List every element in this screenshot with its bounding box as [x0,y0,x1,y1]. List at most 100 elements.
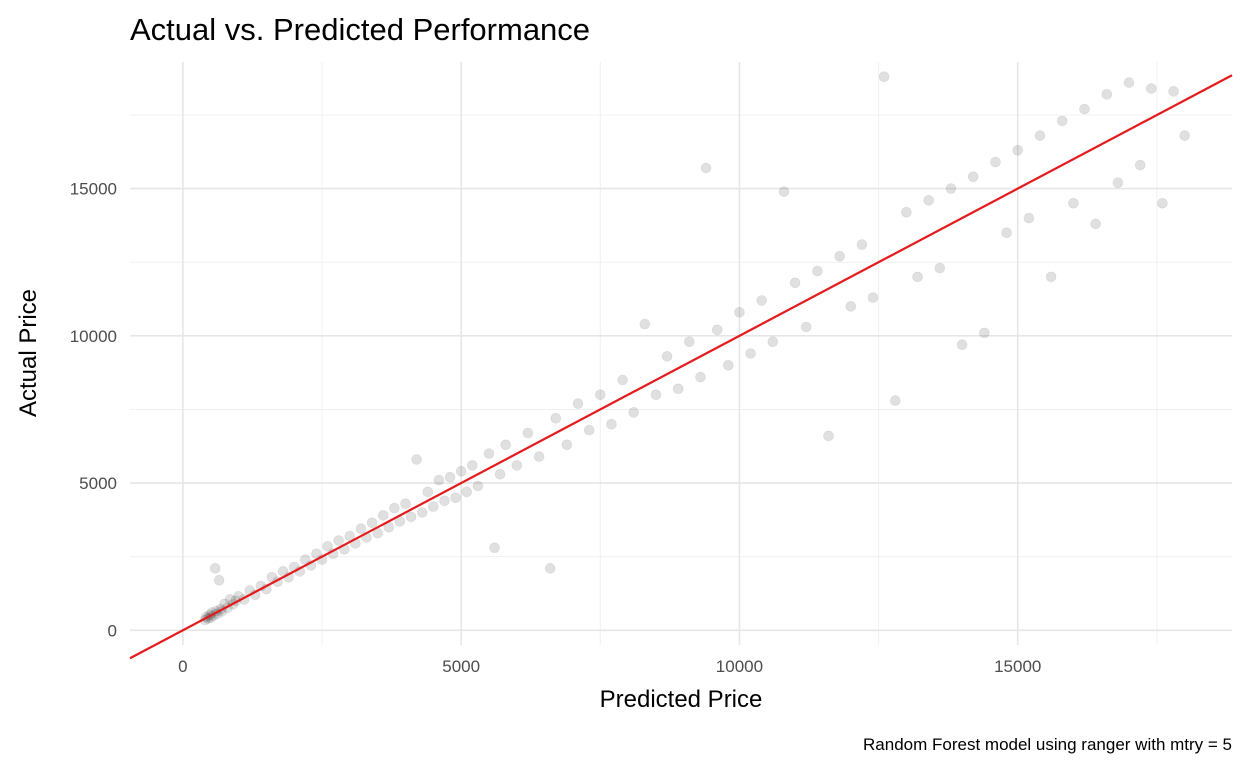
data-point [823,430,834,442]
data-point [583,424,595,436]
data-point [533,451,545,462]
data-point [427,501,439,512]
data-point [494,468,506,480]
y-axis-tick-labels: 0 5000 10000 15000 [70,180,117,641]
data-point [889,395,901,406]
data-point [628,407,640,418]
data-point [1090,218,1101,230]
data-point [834,250,845,262]
data-point [639,318,651,330]
x-axis-title: Predicted Price [600,686,763,713]
data-point [700,162,712,174]
data-point [934,262,946,274]
data-point [213,574,225,586]
y-axis-title: Actual Price [15,289,42,417]
data-point [322,541,333,552]
data-point [1001,227,1012,239]
data-point [511,460,523,471]
data-point [878,71,890,82]
data-point [800,321,812,333]
data-point [461,486,473,498]
data-point [661,351,673,362]
data-point [650,389,662,401]
data-point [483,448,495,459]
x-axis-tick-labels: 0 5000 10000 15000 [178,657,1041,676]
data-point [956,339,968,351]
data-point [594,389,606,401]
data-point [561,439,573,451]
data-point [433,474,445,486]
chart-caption: Random Forest model using ranger with mt… [863,735,1232,754]
data-point [901,206,912,218]
x-tick-label: 0 [178,657,187,676]
data-point [1179,130,1190,141]
data-point [1034,130,1046,141]
data-point [366,517,378,529]
data-point [856,239,868,250]
data-point [845,301,857,312]
data-point [389,502,400,514]
data-point [767,336,779,348]
data-point [422,486,434,498]
data-point [1123,77,1135,88]
y-tick-label: 5000 [79,474,117,493]
chart-title: Actual vs. Predicted Performance [130,12,590,47]
data-point [355,523,367,535]
y-tick-label: 10000 [70,327,117,346]
data-point [722,359,734,371]
grid-major [130,62,1232,645]
data-point [333,535,345,546]
data-point [606,418,617,430]
y-tick-label: 0 [108,621,117,640]
data-point [1012,145,1024,156]
data-point [1134,159,1146,171]
data-point [812,265,823,277]
data-point [683,336,695,348]
data-point [617,374,628,386]
x-tick-label: 5000 [442,657,480,676]
data-point [439,495,450,507]
data-point [1023,212,1035,224]
data-point [912,271,923,283]
x-tick-label: 10000 [716,657,763,676]
data-point [444,471,456,483]
data-point [572,398,584,409]
data-point [522,427,534,439]
data-point [789,277,801,289]
data-point [756,295,768,306]
data-point [1056,115,1068,127]
data-point [1101,89,1113,100]
identity-reference-line [129,74,1233,660]
data-point [1146,83,1157,94]
data-point [1068,198,1079,209]
data-point [455,465,467,477]
data-point [450,492,461,504]
data-point [711,324,723,336]
data-point [544,563,556,574]
data-point [923,195,935,206]
x-tick-label: 15000 [994,657,1041,676]
data-point [1112,177,1124,188]
data-point [466,460,478,471]
data-point [377,510,389,521]
grid-minor [130,62,1232,645]
data-point [945,183,957,194]
data-point [400,498,411,510]
data-point [695,371,706,383]
data-point [416,507,428,518]
data-point [672,383,684,395]
data-point [1045,271,1057,283]
data-point [500,439,512,451]
data-point [209,563,221,574]
data-point [489,542,500,554]
data-point [745,348,756,359]
y-tick-label: 15000 [70,180,117,199]
data-point [990,156,1001,168]
data-point [978,327,990,339]
data-point [405,511,417,523]
data-point [1168,86,1179,97]
data-point [1157,198,1168,209]
data-point [550,412,562,424]
data-point [867,292,879,303]
